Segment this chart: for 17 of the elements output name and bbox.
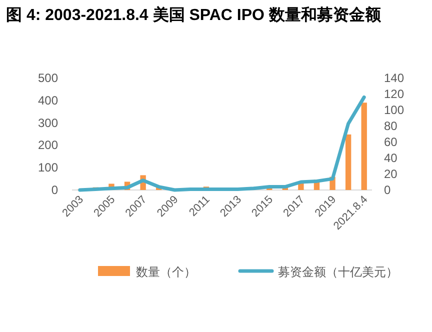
y2-tick-label: 20	[384, 167, 398, 181]
y2-tick-label: 0	[384, 183, 391, 197]
y2-tick-label: 40	[384, 151, 398, 165]
y2-tick-label: 100	[384, 103, 404, 117]
y-tick-label: 100	[38, 160, 58, 175]
legend-label: 募资金额（十亿美元）	[278, 265, 398, 279]
y-tick-label: 0	[51, 183, 58, 197]
y-tick-label: 400	[38, 93, 58, 108]
y2-tick-label: 120	[384, 87, 404, 101]
y-tick-label: 200	[38, 138, 58, 152]
y-tick-label: 300	[38, 116, 58, 130]
legend-label: 数量（个）	[136, 265, 196, 279]
y2-tick-label: 80	[384, 119, 398, 133]
y2-tick-label: 60	[384, 135, 398, 149]
chart-title: 图 4: 2003-2021.8.4 美国 SPAC IPO 数量和募资金额	[6, 6, 382, 26]
y2-tick-label: 140	[384, 71, 404, 85]
y-tick-label: 500	[38, 71, 58, 85]
